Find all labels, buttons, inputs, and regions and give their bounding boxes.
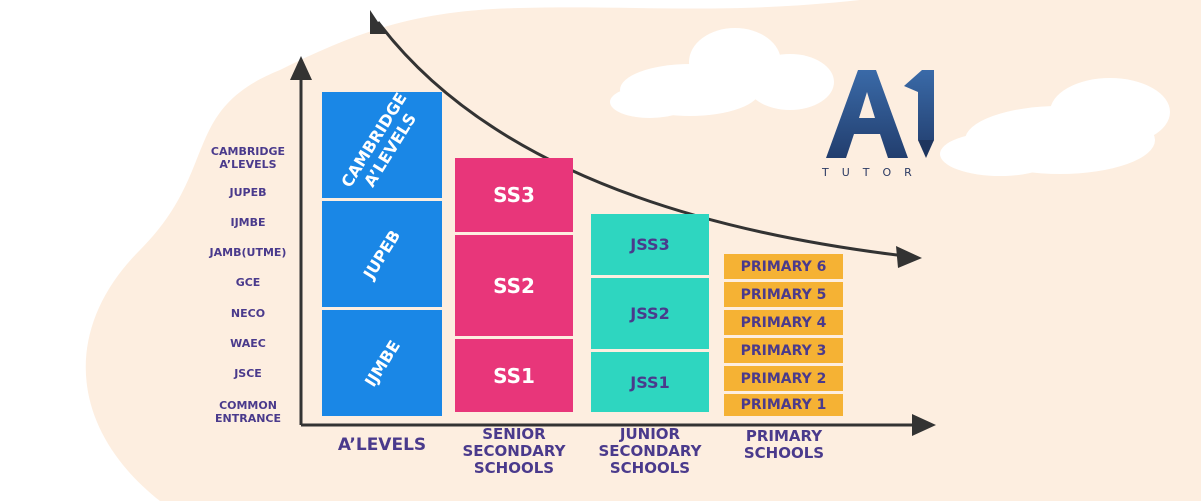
block-cambridge-alevels: CAMBRIDGE A’LEVELS bbox=[322, 89, 442, 198]
exam-gce: GCE bbox=[235, 276, 261, 289]
category-alevels: A’LEVELS bbox=[337, 435, 427, 455]
block-ss1: SS1 bbox=[455, 339, 573, 412]
x-axis-arrowhead bbox=[912, 414, 936, 436]
exam-jsce: JSCE bbox=[234, 367, 262, 380]
block-jss1: JSS1 bbox=[591, 352, 709, 412]
y-axis-arrowhead bbox=[290, 56, 312, 80]
category-primary: PRIMARY SCHOOLS bbox=[743, 427, 825, 462]
block-ss2: SS2 bbox=[455, 235, 573, 336]
exam-ijmbe: IJMBE bbox=[230, 216, 266, 229]
block-jss3: JSS3 bbox=[591, 214, 709, 275]
category-junior-secondary: JUNIOR SECONDARY SCHOOLS bbox=[598, 425, 702, 477]
exam-cambridge: CAMBRIDGE A’LEVELS bbox=[210, 145, 286, 171]
exam-jupeb: JUPEB bbox=[229, 186, 267, 199]
trend-arrowhead-top bbox=[370, 10, 386, 34]
exam-jamb: JAMB(UTME) bbox=[209, 246, 287, 259]
axes bbox=[299, 70, 918, 427]
block-primary-1: PRIMARY 1 bbox=[724, 394, 843, 416]
exam-neco: NECO bbox=[230, 307, 266, 320]
cloud-right bbox=[940, 78, 1170, 176]
category-senior-secondary: SENIOR SECONDARY SCHOOLS bbox=[462, 425, 566, 477]
trend-arrowhead-right bbox=[896, 246, 922, 268]
cloud-top bbox=[610, 28, 834, 118]
block-primary-3: PRIMARY 3 bbox=[724, 338, 843, 363]
block-jss2: JSS2 bbox=[591, 278, 709, 349]
block-primary-6: PRIMARY 6 bbox=[724, 254, 843, 279]
logo-tagline: TUTOR bbox=[822, 166, 925, 179]
block-jupeb: JUPEB bbox=[322, 201, 442, 307]
block-primary-4: PRIMARY 4 bbox=[724, 310, 843, 335]
block-ijmbe: IJMBE bbox=[322, 310, 442, 416]
exam-waec: WAEC bbox=[230, 337, 266, 350]
block-ss3: SS3 bbox=[455, 158, 573, 232]
exam-common-entrance: COMMON ENTRANCE bbox=[215, 399, 281, 425]
block-primary-2: PRIMARY 2 bbox=[724, 366, 843, 391]
trend-curve bbox=[376, 21, 906, 258]
a1-logo-mark bbox=[826, 70, 934, 158]
block-primary-5: PRIMARY 5 bbox=[724, 282, 843, 307]
